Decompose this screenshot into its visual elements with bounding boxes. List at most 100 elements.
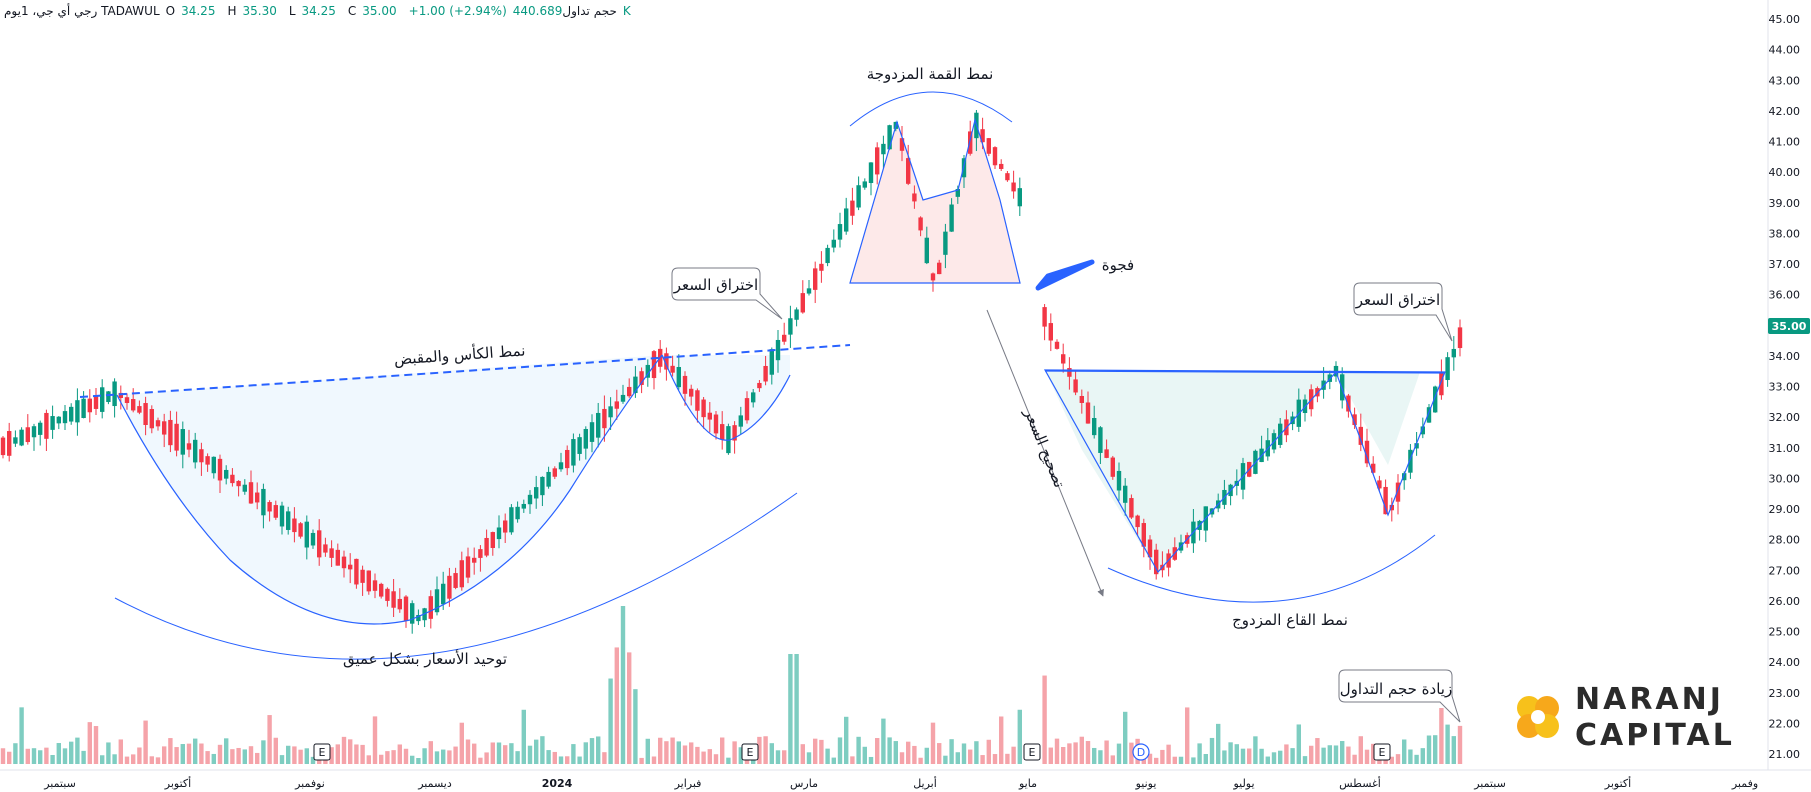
volume-bar (273, 737, 278, 764)
volume-bar (825, 748, 830, 764)
volume-bar (1209, 737, 1215, 764)
time-tick: ديسمبر (417, 777, 452, 790)
volume-bar (50, 755, 55, 764)
price-tick: 36.00 (1769, 289, 1801, 302)
candle-body (1079, 395, 1084, 403)
candle-body (868, 162, 874, 184)
candle-body (633, 376, 638, 394)
volume-bar (472, 743, 477, 764)
candle-body (366, 570, 371, 592)
volume-bar (589, 738, 595, 764)
volume-bar (149, 756, 154, 764)
candle-body (1123, 485, 1128, 503)
candle-body (1414, 443, 1419, 449)
volume-bar (1104, 740, 1109, 764)
volume-bar (199, 743, 204, 764)
time-tick: مايو (1018, 777, 1037, 790)
candle-body (800, 293, 805, 313)
volume-bar (304, 748, 309, 764)
candle-body (1011, 182, 1016, 192)
candle-body (484, 537, 489, 556)
time-tick: يوليو (1232, 777, 1254, 790)
candle-body (1073, 379, 1078, 393)
breakout-label-2: اختراق السعر (1355, 291, 1440, 309)
volume-bar (893, 741, 898, 764)
candle-body (1110, 457, 1115, 477)
double-bottom-neckline (1044, 370, 1446, 374)
volume-bar (112, 754, 117, 764)
volume-bar (620, 606, 626, 764)
volume-bar (1129, 742, 1134, 764)
volume-bar (695, 746, 700, 764)
candle-body (707, 412, 712, 420)
earnings-marker (1023, 743, 1041, 761)
candle-body (837, 224, 843, 240)
candle-body (1433, 386, 1438, 413)
candle-body (472, 557, 477, 563)
candle-body (887, 125, 892, 150)
candle-body (1395, 482, 1401, 502)
volume-bar (279, 755, 285, 764)
time-tick: أكتوبر (1604, 776, 1631, 790)
volume-bar (689, 742, 694, 764)
candle-body (180, 429, 185, 455)
candle-body (1346, 395, 1351, 412)
candle-body (782, 334, 787, 342)
volume-bar (155, 757, 161, 764)
volume-bar (1389, 756, 1394, 764)
time-tick: سبتمبر (43, 777, 76, 790)
double-bottom-label: نمط القاع المزدوج (1232, 611, 1348, 630)
volume-bar (428, 741, 433, 764)
candle-body (391, 591, 396, 608)
logo-icon (1517, 696, 1559, 738)
candle-body (757, 382, 762, 389)
candle-body (620, 394, 626, 402)
candle-body (124, 397, 130, 403)
volume-bar (800, 744, 805, 764)
candle-body (831, 239, 836, 248)
candle-body (397, 598, 402, 610)
volume-bar (335, 744, 340, 764)
volume-bar (478, 757, 483, 764)
volume-bar (1296, 724, 1301, 764)
volume-bar (1395, 754, 1401, 764)
candle-body (416, 614, 421, 622)
volume-bar (1333, 745, 1339, 764)
candle-body (875, 147, 880, 175)
price-tick: 21.00 (1769, 748, 1801, 761)
low-value: 34.25 (301, 4, 336, 18)
candle-body (372, 580, 378, 591)
candle-body (521, 503, 526, 509)
candle-body (1358, 426, 1363, 445)
price-tick: 39.00 (1769, 197, 1801, 210)
volume-bar (1228, 742, 1233, 764)
volume-bar (906, 741, 911, 764)
candle-body (1092, 417, 1097, 436)
gap-label: فجوة (1102, 256, 1134, 274)
candle-body (385, 588, 390, 601)
volume-bar (596, 736, 601, 764)
correction-arrow (986, 309, 1104, 597)
candle-body (1408, 449, 1413, 473)
candle-body (1402, 473, 1407, 481)
volume-bar (899, 752, 905, 764)
volume-bar (93, 726, 99, 764)
price-tick: 30.00 (1769, 472, 1801, 485)
dividend-marker (1132, 743, 1150, 761)
volume-bar (949, 739, 954, 764)
candle-body (1352, 414, 1357, 426)
volume-bar (298, 749, 303, 764)
candle-body (298, 523, 303, 537)
volume-bar (862, 746, 867, 764)
volume-bar (1079, 736, 1084, 764)
candle-body (943, 231, 948, 255)
candle-body (509, 507, 514, 533)
volume-bar (391, 750, 396, 764)
volume-bar (1185, 707, 1190, 764)
volume-bar (31, 748, 37, 764)
volume-bar (137, 747, 142, 764)
candle-body (360, 569, 365, 583)
candle-body (93, 396, 99, 409)
